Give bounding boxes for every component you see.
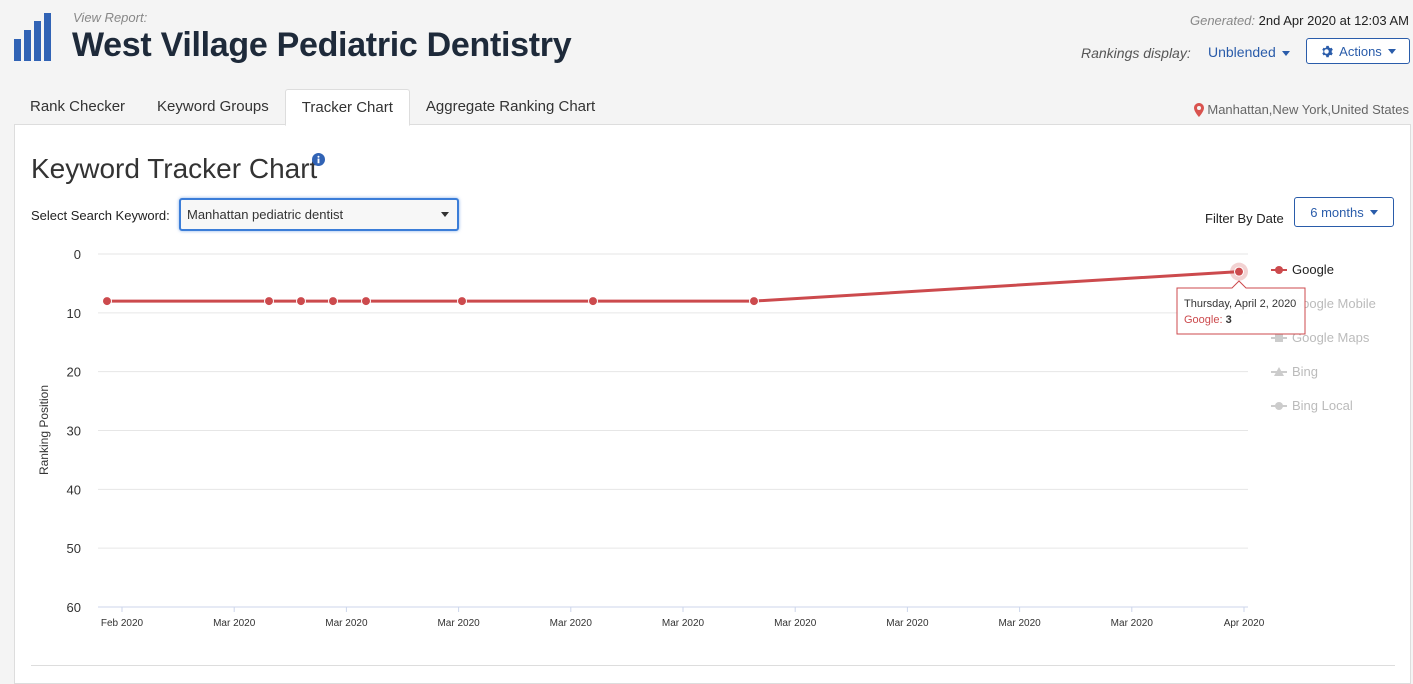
legend-item-google-maps[interactable]: Google Maps (1271, 330, 1370, 345)
bar-chart-logo-icon (14, 13, 51, 61)
keyword-select-value: Manhattan pediatric dentist (187, 207, 344, 222)
legend-marker (1275, 402, 1283, 410)
view-report-label: View Report: (73, 10, 148, 25)
legend-marker (1274, 367, 1284, 376)
tab-aggregate-ranking-chart[interactable]: Aggregate Ranking Chart (425, 98, 596, 115)
legend-marker (1275, 334, 1283, 342)
rankings-display-value: Unblended (1208, 44, 1276, 60)
tab-tracker-chart[interactable]: Tracker Chart (284, 89, 410, 126)
actions-label: Actions (1339, 43, 1382, 59)
tab-rank-checker[interactable]: Rank Checker (30, 98, 126, 115)
legend-item-bing-local[interactable]: Bing Local (1271, 398, 1353, 413)
legend-item-google[interactable]: Google (1271, 262, 1334, 277)
panel-title: Keyword Tracker Chart (31, 153, 318, 184)
legend-label: Google Mobile (1292, 296, 1376, 311)
info-icon[interactable] (312, 153, 325, 166)
rankings-display-dropdown[interactable]: Unblended (1208, 44, 1290, 60)
map-pin-icon (1194, 102, 1205, 117)
tracker-chart-panel: Keyword Tracker Chart Select Search Keyw… (14, 124, 1411, 684)
tab-keyword-groups[interactable]: Keyword Groups (157, 98, 269, 115)
generated-value: 2nd Apr 2020 at 12:03 AM (1258, 13, 1409, 28)
chevron-down-icon (1369, 209, 1378, 215)
legend-label: Bing Local (1292, 398, 1353, 413)
legend-item-bing[interactable]: Bing (1271, 364, 1318, 379)
report-tabs: Rank Checker Keyword Groups Tracker Char… (14, 89, 611, 126)
filter-by-date-value: 6 months (1310, 204, 1364, 220)
location-text: Manhattan,New York,United States (1207, 102, 1409, 117)
keyword-select[interactable]: Manhattan pediatric dentist (179, 198, 459, 231)
legend-marker (1275, 266, 1283, 274)
panel-divider (31, 665, 1395, 666)
keyword-select-label: Select Search Keyword: (31, 208, 170, 223)
legend-label: Google (1292, 262, 1334, 277)
chevron-down-icon (441, 212, 449, 217)
actions-button[interactable]: Actions (1306, 38, 1410, 64)
gear-icon (1322, 45, 1334, 57)
generated-label: Generated: (1189, 13, 1256, 28)
rankings-display-label: Rankings display: (1081, 45, 1191, 61)
filter-by-date-dropdown[interactable]: 6 months (1294, 197, 1394, 227)
legend-label: Google Maps (1292, 330, 1370, 345)
generated-timestamp: Generated: 2nd Apr 2020 at 12:03 AM (1190, 13, 1409, 28)
filter-by-date-label: Filter By Date (1205, 211, 1284, 226)
page-title: West Village Pediatric Dentistry (72, 26, 572, 64)
chevron-down-icon (1387, 48, 1396, 54)
legend-label: Bing (1292, 364, 1318, 379)
chevron-down-icon (1281, 50, 1290, 56)
location-info: Manhattan,New York,United States (1194, 102, 1409, 117)
